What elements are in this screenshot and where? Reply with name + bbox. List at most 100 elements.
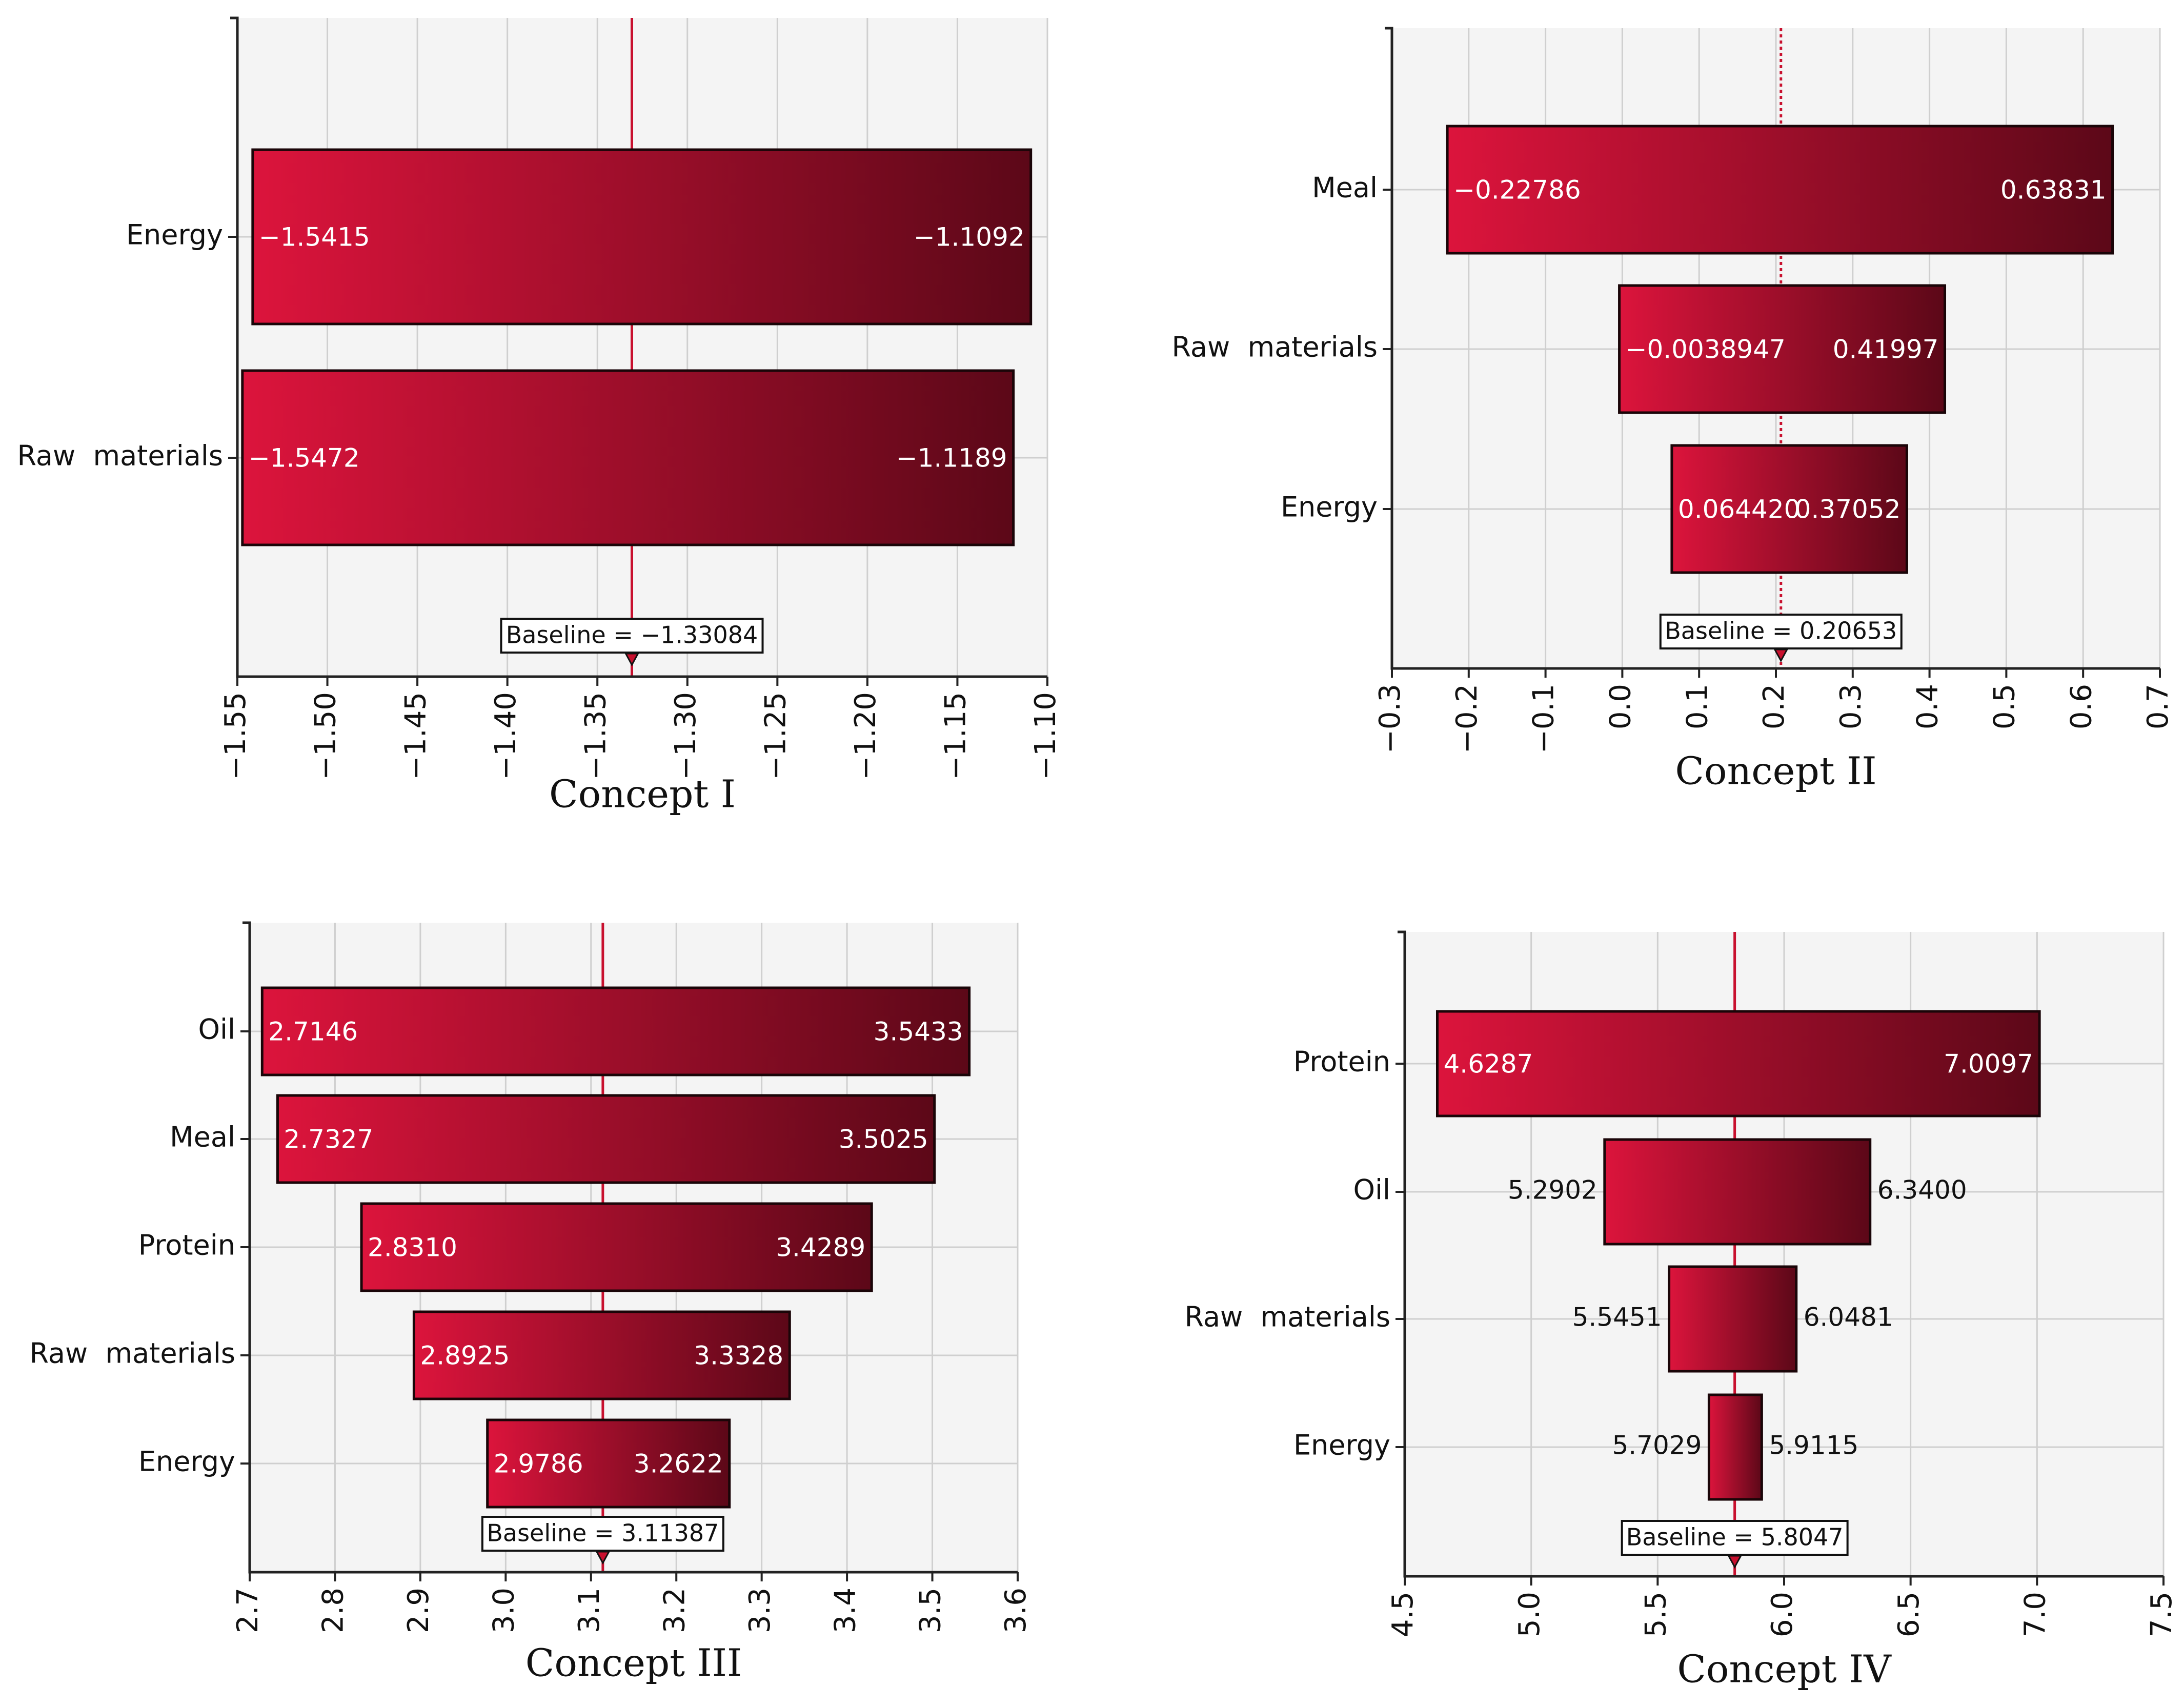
x-tick-label: 5.0 (1513, 1592, 1546, 1637)
baseline-box (1659, 614, 1903, 649)
x-tick-label: −1.45 (399, 692, 432, 780)
bar-2 (360, 1202, 873, 1292)
bar-0 (1435, 1010, 2041, 1117)
bar-4 (486, 1418, 731, 1509)
high-value-label: 3.5433 (874, 1017, 963, 1047)
baseline-arrow-icon (1773, 648, 1789, 663)
x-tick-label: 7.0 (2018, 1592, 2052, 1637)
low-value-label: 2.8925 (420, 1341, 510, 1371)
x-tick-label: 5.5 (1639, 1592, 1672, 1637)
concept-ii-chart: Meal −0.22786 0.63831 Raw materials −0.00389… (1172, 27, 2175, 793)
x-tick-label: 6.5 (1892, 1592, 1926, 1637)
low-value-label: 5.5451 (1572, 1303, 1662, 1332)
baseline-box (1621, 1520, 1849, 1556)
low-value-label: 2.7327 (284, 1125, 373, 1154)
high-value-label: 6.3400 (1877, 1175, 1967, 1205)
x-axis-title: Concept IV (1677, 1647, 1892, 1691)
low-value-label: 5.2902 (1508, 1175, 1597, 1205)
baseline-label: Baseline = 3.11387 (487, 1519, 719, 1547)
high-value-label: 5.9115 (1769, 1431, 1858, 1460)
category-label: Energy (1293, 1429, 1390, 1461)
concept-i-chart: Energy −1.5415 −1.1092 Raw materials −1.5472… (17, 16, 1062, 816)
category-label: Meal (170, 1121, 235, 1153)
concept-iv-chart: Protein 4.6287 7.0097 Oil 5.2902 6.3400 Raw ma… (1185, 930, 2178, 1691)
high-value-label: 3.4289 (776, 1233, 865, 1263)
bar-3 (412, 1310, 791, 1400)
x-tick-label: 3.0 (487, 1588, 520, 1633)
baseline-box (481, 1516, 724, 1552)
category-label: Protein (1293, 1046, 1390, 1078)
x-tick-label: 7.5 (2145, 1592, 2178, 1637)
high-value-label: 3.5025 (839, 1125, 928, 1154)
category-label: Energy (138, 1446, 235, 1478)
x-axis-title: Concept III (525, 1641, 742, 1685)
low-value-label: 4.6287 (1443, 1049, 1533, 1079)
x-tick-label: 2.8 (317, 1588, 350, 1633)
baseline-label: Baseline = 5.8047 (1626, 1523, 1844, 1551)
baseline-label: Baseline = 0.20653 (1665, 617, 1897, 645)
x-tick-label: −1.10 (1029, 692, 1062, 780)
category-label: Raw materials (30, 1337, 235, 1370)
low-value-label: 2.8310 (368, 1233, 457, 1263)
category-label: Energy (126, 219, 223, 251)
x-tick-label: −1.15 (939, 692, 973, 780)
x-tick-label: 0.6 (2065, 684, 2098, 729)
baseline-arrow-icon (1727, 1555, 1743, 1569)
high-value-label: −1.1189 (896, 443, 1007, 473)
low-value-label: 2.7146 (268, 1017, 358, 1047)
x-tick-label: 2.9 (402, 1588, 435, 1633)
x-tick-label: 0.1 (1681, 684, 1714, 729)
x-tick-label: −1.35 (579, 692, 612, 780)
bar-1 (1618, 284, 1947, 414)
x-tick-label: −0.3 (1373, 684, 1407, 754)
low-value-label: 0.064420 (1678, 495, 1801, 524)
high-value-label: 7.0097 (1944, 1049, 2033, 1079)
bar-2 (1668, 1265, 1798, 1373)
x-tick-label: 3.2 (658, 1588, 691, 1633)
high-value-label: 0.41997 (1833, 335, 1939, 364)
x-tick-label: −1.50 (309, 692, 342, 780)
x-tick-label: 0.3 (1834, 684, 1868, 729)
x-tick-label: 3.3 (743, 1588, 777, 1633)
bar-0 (251, 148, 1033, 326)
high-value-label: 3.2622 (634, 1449, 723, 1479)
low-value-label: 2.9786 (494, 1449, 583, 1479)
x-tick-label: −1.20 (849, 692, 882, 780)
bar-1 (241, 369, 1015, 546)
category-label: Energy (1281, 491, 1378, 523)
axes (242, 921, 1018, 1574)
baseline-arrow-icon (595, 1551, 611, 1565)
bar-1 (276, 1094, 936, 1184)
low-value-label: −0.22786 (1453, 175, 1581, 205)
category-label: Oil (198, 1013, 235, 1046)
x-tick-label: −1.30 (669, 692, 702, 780)
axes (230, 16, 1047, 678)
x-tick-label: 0.4 (1911, 684, 1945, 729)
category-label: Raw materials (1185, 1301, 1390, 1333)
x-tick-label: 0.2 (1757, 684, 1791, 729)
x-tick-label: 0.5 (1988, 684, 2021, 729)
category-label: Raw materials (17, 440, 223, 472)
x-axis-title: Concept II (1675, 749, 1876, 793)
high-value-label: 6.0481 (1804, 1303, 1893, 1332)
baseline-arrow-icon (624, 653, 640, 667)
low-value-label: −1.5472 (249, 443, 360, 473)
x-tick-label: 2.7 (231, 1588, 265, 1633)
concept-iii-chart: Oil 2.7146 3.5433 Meal 2.7327 3.5025 Protein 2.… (30, 921, 1033, 1685)
category-label: Meal (1312, 172, 1378, 204)
bar-1 (1603, 1138, 1872, 1246)
category-label: Protein (138, 1229, 235, 1262)
bar-3 (1707, 1393, 1763, 1501)
x-axis-title: Concept I (549, 772, 736, 816)
x-tick-label: −0.1 (1527, 684, 1561, 754)
category-label: Raw materials (1172, 331, 1378, 363)
x-tick-label: −1.25 (759, 692, 792, 780)
x-tick-label: 3.6 (999, 1588, 1033, 1633)
plot-area (237, 18, 1047, 677)
category-label: Oil (1353, 1174, 1390, 1206)
x-tick-label: 3.5 (914, 1588, 947, 1633)
baseline-box (500, 618, 764, 654)
x-tick-label: 4.5 (1386, 1592, 1420, 1637)
high-value-label: 3.3328 (694, 1341, 783, 1371)
